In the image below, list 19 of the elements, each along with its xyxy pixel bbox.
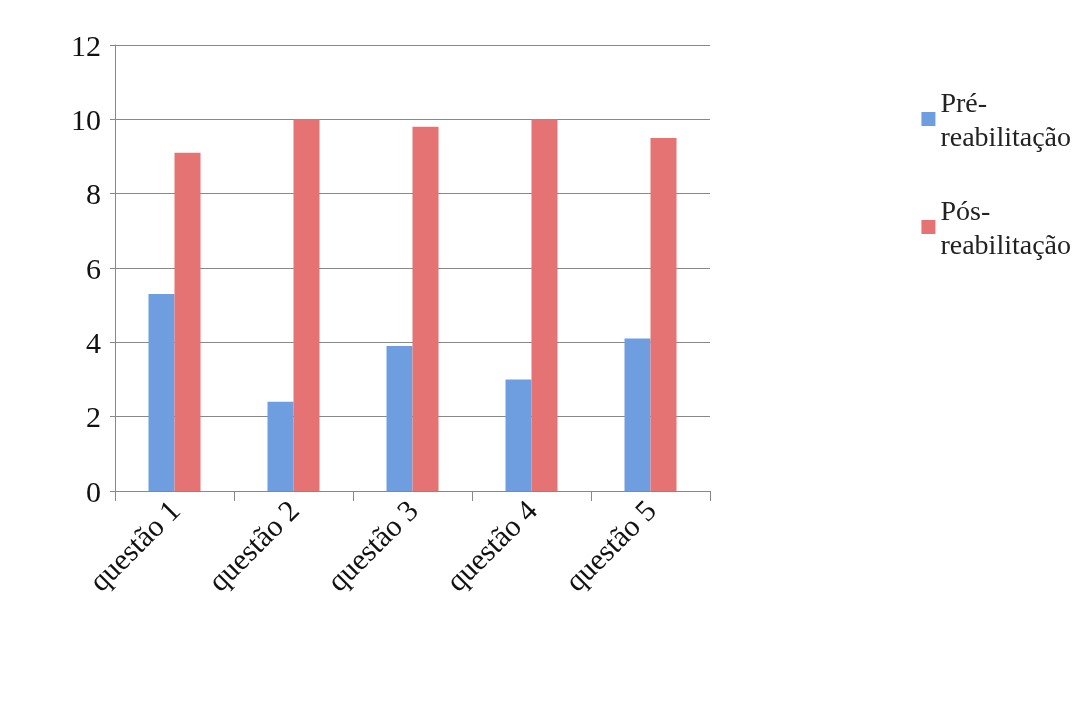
bar: [650, 137, 677, 491]
bar: [624, 338, 651, 491]
legend-label: Pré-reabilitação: [940, 86, 1072, 152]
legend-label: Pós-reabilitação: [940, 194, 1072, 260]
y-tick-label: 0: [86, 474, 101, 508]
bar: [412, 126, 439, 491]
y-tick-label: 2: [86, 400, 101, 434]
y-tick-label: 12: [71, 28, 101, 62]
bar: [293, 119, 320, 491]
y-tick-label: 10: [71, 102, 101, 136]
bar: [148, 294, 175, 491]
bar: [386, 346, 413, 491]
y-tick-label: 6: [86, 251, 101, 285]
bar: [174, 152, 201, 491]
y-tick-label: 4: [86, 325, 101, 359]
bar: [267, 401, 294, 491]
bar: [531, 119, 558, 491]
y-tick-label: 8: [86, 177, 101, 211]
bar: [505, 379, 532, 491]
